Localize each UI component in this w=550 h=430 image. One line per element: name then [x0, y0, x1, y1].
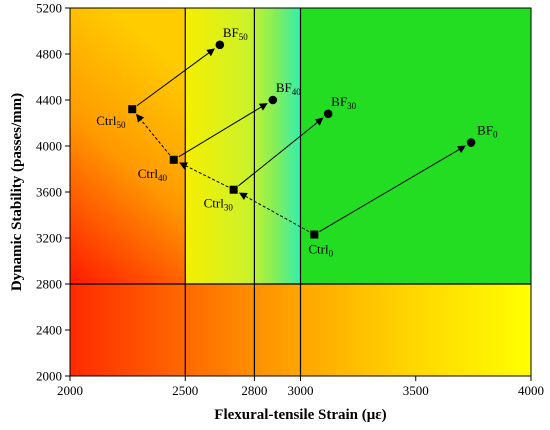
bf-point	[268, 95, 278, 105]
bf-point	[215, 40, 225, 50]
ctrl-point	[128, 105, 137, 114]
solid-arrow	[238, 117, 324, 187]
y-tick-label: 2400	[36, 323, 62, 338]
y-tick-label: 2000	[36, 369, 62, 384]
point-label: BF0	[477, 123, 498, 140]
reference-lines	[70, 8, 531, 376]
point-label: Ctrl0	[308, 242, 333, 259]
point-label: BF30	[331, 94, 356, 111]
solid-arrow	[136, 48, 215, 107]
dashed-arrow	[238, 192, 310, 233]
dashed-arrow	[136, 113, 171, 156]
region-left-zone	[70, 8, 186, 284]
x-tick-label: 2800	[241, 383, 267, 398]
y-tick-label: 2800	[36, 277, 62, 292]
bf-point	[466, 138, 476, 147]
x-tick-label: 2000	[57, 383, 83, 398]
ctrl-point	[169, 155, 178, 164]
point-label: Ctrl50	[96, 113, 126, 130]
y-tick-label: 4000	[36, 139, 62, 154]
y-tick-label: 3200	[36, 231, 62, 246]
x-tick-label: 3500	[403, 383, 429, 398]
arrows	[136, 48, 466, 233]
y-axis: 2000 2400 2800 3200 3600 4000 4400 4800 5200	[36, 1, 70, 384]
ctrl-point	[310, 230, 319, 239]
ctrl-point	[229, 185, 238, 194]
point-label: BF40	[276, 80, 301, 97]
x-axis-title: Flexural-tensile Strain (με)	[214, 407, 386, 423]
point-label: BF50	[223, 25, 248, 42]
y-tick-label: 4800	[36, 47, 62, 62]
y-tick-label: 4400	[36, 93, 62, 108]
solid-arrow	[178, 103, 268, 158]
x-tick-label: 3000	[288, 383, 314, 398]
solid-arrow	[319, 145, 466, 232]
region-transition-zone	[185, 8, 301, 284]
point-labels: Ctrl50 Ctrl40 Ctrl30 Ctrl0 BF50 BF40 BF30 BF0	[96, 25, 498, 259]
region-green-zone	[300, 8, 531, 284]
bf-point	[323, 109, 333, 119]
x-tick-label: 2500	[172, 383, 198, 398]
dashed-arrow	[179, 162, 229, 188]
x-axis: 2000 2500 2800 3000 3500 4000	[57, 376, 544, 398]
x-tick-label: 4000	[518, 383, 544, 398]
data-points	[128, 40, 476, 239]
y-tick-label: 3600	[36, 185, 62, 200]
y-tick-label: 5200	[36, 1, 62, 16]
point-label: Ctrl40	[138, 166, 168, 183]
point-label: Ctrl30	[204, 196, 234, 213]
y-axis-title: Dynamic Stability (passes/mm)	[9, 93, 25, 291]
